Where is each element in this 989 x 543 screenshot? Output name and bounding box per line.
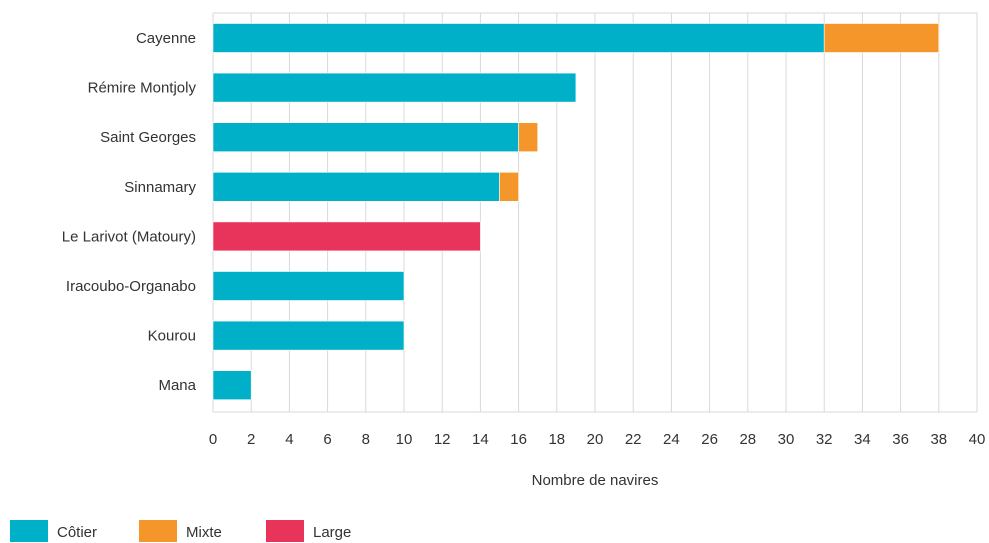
x-tick-label: 4 [285,431,293,448]
x-tick-label: 20 [587,431,604,448]
legend: Côtier Mixte Large [10,520,351,542]
x-tick-label: 24 [663,431,680,448]
category-label: Iracoubo-Organabo [66,278,196,295]
bar-segment [518,122,538,152]
bar-segment [212,172,500,202]
category-label: Rémire Montjoly [88,80,197,97]
x-tick-label: 22 [625,431,642,448]
bar-segment [212,122,519,152]
bar-segment [212,23,825,53]
bar-segment [212,370,252,401]
x-tick-label: 2 [247,431,255,448]
x-tick-label: 40 [969,431,986,448]
x-tick-label: 8 [362,431,370,448]
legend-label: Large [313,524,351,541]
bar-segment [212,72,577,103]
bars [212,23,940,401]
bar-segment [212,271,405,301]
x-tick-label: 16 [510,431,527,448]
category-label: Kourou [148,328,196,345]
x-axis-title: Nombre de navires [532,472,659,489]
x-tick-label: 0 [209,431,217,448]
bar-segment [212,221,481,252]
x-tick-label: 38 [930,431,947,448]
x-tick-labels: 0 2 4 6 8 10 12 14 16 18 20 22 24 26 28 30 32 34 36 38 40 [209,431,986,448]
category-label: Saint Georges [100,129,196,146]
x-tick-label: 32 [816,431,833,448]
legend-label: Côtier [57,524,97,541]
category-label: Le Larivot (Matoury) [62,228,196,245]
legend-swatch [266,520,304,542]
legend-swatch [10,520,48,542]
legend-label: Mixte [186,524,222,541]
x-tick-label: 10 [396,431,413,448]
x-tick-label: 36 [892,431,909,448]
x-tick-label: 18 [548,431,565,448]
x-tick-label: 28 [739,431,756,448]
category-label: Mana [158,377,196,394]
bar-segment [212,320,405,351]
bar-segment [823,23,940,53]
x-tick-label: 30 [778,431,795,448]
category-label: Cayenne [136,30,196,47]
legend-swatch [139,520,177,542]
category-labels: Cayenne Rémire Montjoly Saint Georges Sinna… [62,30,197,394]
x-tick-label: 14 [472,431,489,448]
x-tick-label: 26 [701,431,718,448]
x-tick-label: 6 [323,431,331,448]
category-label: Sinnamary [124,179,196,196]
bar-segment [499,172,519,202]
x-tick-label: 34 [854,431,871,448]
x-tick-label: 12 [434,431,451,448]
